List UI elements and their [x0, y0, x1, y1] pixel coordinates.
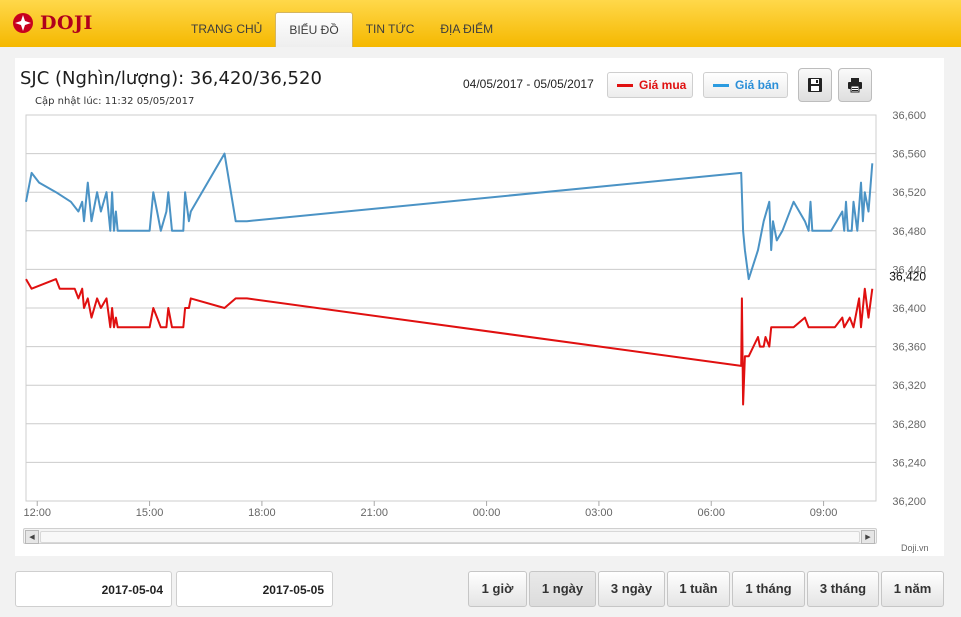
x-tick-label: 21:00	[360, 507, 388, 519]
date-from-field[interactable]: 2017-05-04	[15, 571, 172, 607]
brand-logo[interactable]: DOJI	[12, 10, 93, 36]
x-tick-label: 12:00	[23, 507, 51, 519]
x-tick-label: 00:00	[473, 507, 501, 519]
range-button-1-year[interactable]: 1 năm	[881, 571, 944, 607]
range-button-1-month[interactable]: 1 tháng	[732, 571, 805, 607]
date-range-label: 04/05/2017 - 05/05/2017	[463, 77, 594, 91]
x-tick-label: 06:00	[697, 507, 725, 519]
nav-item-chart[interactable]: BIỂU ĐỒ	[275, 12, 353, 47]
legend-toggle-sell[interactable]: Giá bán	[703, 72, 788, 98]
main-nav: TRANG CHỦ BIỂU ĐỒ TIN TỨC ĐỊA ĐIỂM	[178, 12, 506, 47]
y-tick-label: 36,320	[892, 380, 926, 392]
x-tick-label: 09:00	[810, 507, 838, 519]
y-tick-label: 36,560	[892, 149, 926, 161]
scroll-thumb[interactable]	[40, 531, 860, 543]
nav-item-home[interactable]: TRANG CHỦ	[191, 22, 263, 36]
x-tick-label: 18:00	[248, 507, 276, 519]
brand-name: DOJI	[40, 12, 93, 34]
y-tick-label: 36,440	[892, 264, 926, 276]
legend-toggle-buy[interactable]: Giá mua	[607, 72, 693, 98]
range-button-1-week[interactable]: 1 tuần	[667, 571, 730, 607]
y-tick-label: 36,400	[892, 303, 926, 315]
x-tick-label: 15:00	[136, 507, 164, 519]
axis-labels: 36,200 36,240 36,280 36,320 36,360 36,400 36,4…	[23, 110, 926, 519]
top-bar: DOJI TRANG CHỦ BIỂU ĐỒ TIN TỨC ĐỊA ĐIỂM	[0, 0, 961, 47]
chart-scrollbar[interactable]: ◀ ▶	[23, 528, 877, 544]
last-price-label: 36,420	[889, 270, 926, 284]
chart-panel	[15, 58, 944, 556]
legend-label-sell: Giá bán	[735, 78, 780, 92]
doji-logo-icon	[13, 13, 33, 33]
page-title: SJC (Nghìn/lượng): 36,420/36,520	[20, 68, 322, 89]
save-button[interactable]	[798, 68, 832, 102]
date-to-field[interactable]: 2017-05-05	[176, 571, 333, 607]
series-line-sell	[25, 152, 874, 281]
range-button-1-hour[interactable]: 1 giờ	[468, 571, 527, 607]
last-updated: Cập nhật lúc: 11:32 05/05/2017	[35, 96, 195, 107]
legend-label-buy: Giá mua	[639, 78, 687, 92]
scroll-left-arrow-icon[interactable]: ◀	[25, 530, 39, 544]
floppy-disk-icon	[808, 78, 822, 92]
legend-swatch-sell	[713, 83, 729, 87]
y-tick-label: 36,280	[892, 419, 926, 431]
print-button[interactable]	[838, 68, 872, 102]
range-button-3-months[interactable]: 3 tháng	[807, 571, 879, 607]
y-tick-label: 36,600	[892, 110, 926, 122]
range-button-3-days[interactable]: 3 ngày	[598, 571, 665, 607]
y-tick-label: 36,360	[892, 342, 926, 354]
x-tick-label: 03:00	[585, 507, 613, 519]
y-tick-label: 36,480	[892, 226, 926, 238]
series-lines	[25, 152, 874, 406]
legend-swatch-buy	[617, 83, 633, 87]
grid-lines	[25, 114, 877, 506]
scroll-right-arrow-icon[interactable]: ▶	[861, 530, 875, 544]
nav-item-news[interactable]: TIN TỨC	[365, 22, 415, 36]
series-line-buy	[25, 278, 874, 406]
printer-icon	[848, 78, 862, 93]
range-button-1-day[interactable]: 1 ngày	[529, 571, 596, 607]
y-tick-label: 36,200	[892, 496, 926, 508]
y-tick-label: 36,240	[892, 457, 926, 469]
credit-text: Doji.vn	[901, 543, 929, 553]
y-tick-label: 36,520	[892, 187, 926, 199]
nav-item-locations[interactable]: ĐỊA ĐIỂM	[440, 22, 494, 36]
